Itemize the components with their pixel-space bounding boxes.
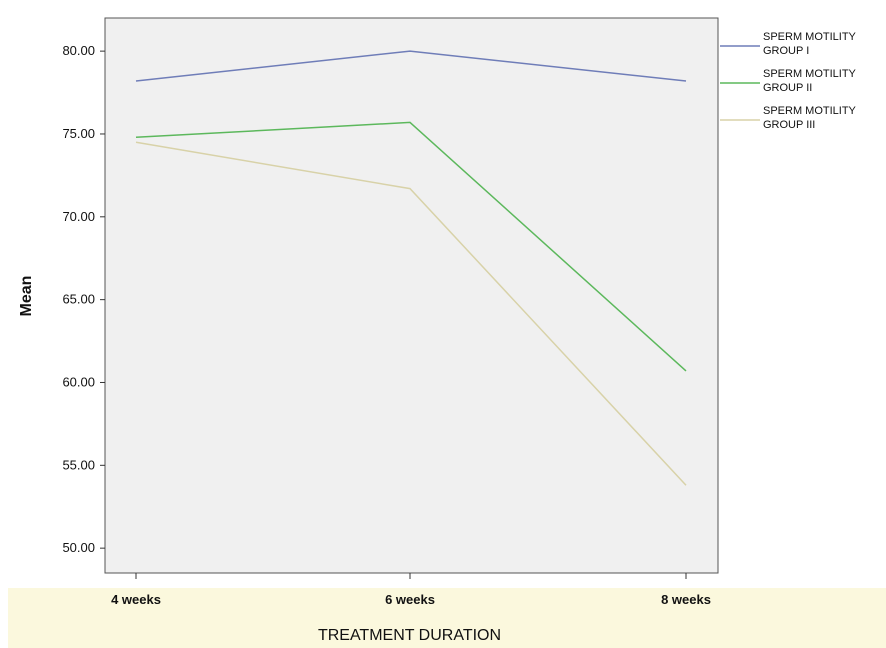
x-tick-label: 8 weeks [661,592,711,607]
y-tick-label: 65.00 [62,292,95,307]
y-tick-label: 60.00 [62,374,95,389]
legend-label: GROUP I [763,45,809,57]
y-tick-label: 70.00 [62,209,95,224]
series-line-group-3 [135,141,687,486]
legend-label: SPERM MOTILITY [763,31,857,43]
x-axis: 4 weeks 6 weeks 8 weeks [111,573,711,607]
series-line-group-1 [135,50,687,82]
y-tick-label: 55.00 [62,457,95,472]
x-tick-label: 4 weeks [111,592,161,607]
y-tick-label: 50.00 [62,540,95,555]
series-line-group-2 [135,121,687,372]
y-tick-label: 75.00 [62,126,95,141]
y-axis-title: Mean [18,276,35,317]
legend: SPERM MOTILITY GROUP I SPERM MOTILITY GROUP… [720,31,857,131]
x-tick-label: 6 weeks [385,592,435,607]
x-axis-band [8,588,886,648]
y-tick-label: 80.00 [62,43,95,58]
legend-label: GROUP III [763,119,815,131]
y-axis: 50.00 55.00 60.00 65.00 70.00 75.00 80.00 [62,43,105,555]
plot-area [104,17,719,574]
legend-label: SPERM MOTILITY [763,105,857,117]
x-axis-title: TREATMENT DURATION [318,627,501,644]
series-lines [135,50,687,486]
legend-label: GROUP II [763,82,812,94]
legend-label: SPERM MOTILITY [763,68,857,80]
